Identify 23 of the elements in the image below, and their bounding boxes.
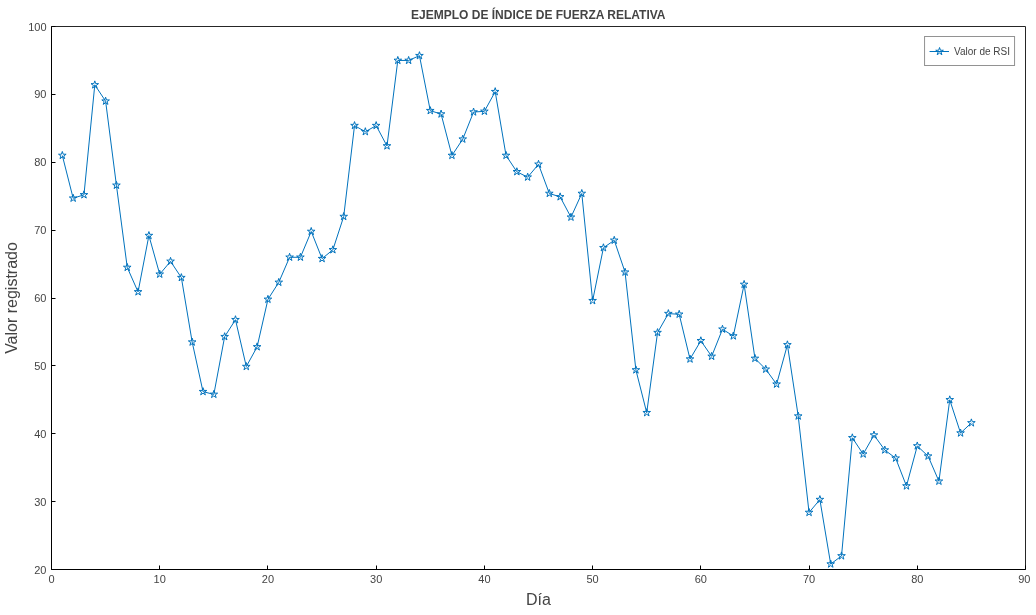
y-tick-label: 100 — [28, 20, 47, 33]
x-tick-label: 90 — [1018, 572, 1031, 585]
y-tick-label: 50 — [34, 359, 47, 372]
y-tick-label: 40 — [34, 427, 47, 440]
y-tick-label: 80 — [34, 156, 47, 169]
x-tick-label: 60 — [694, 572, 707, 585]
y-tick-label: 60 — [34, 292, 47, 304]
x-tick-label: 80 — [911, 572, 924, 585]
x-axis-title: Día — [526, 590, 552, 608]
y-axis-title: Valor registrado — [3, 242, 21, 354]
y-tick-label: 30 — [34, 495, 47, 508]
x-tick-label: 50 — [586, 572, 599, 585]
x-tick-label: 10 — [153, 572, 166, 585]
x-tick-label: 0 — [48, 572, 55, 585]
x-tick-label: 70 — [802, 572, 816, 585]
y-tick-label: 70 — [34, 224, 47, 237]
y-tick-label: 20 — [34, 563, 47, 576]
x-tick-label: 30 — [370, 572, 383, 585]
y-tick-label: 90 — [34, 88, 47, 101]
chart-title: EJEMPLO DE ÍNDICE DE FUERZA RELATIVA — [411, 6, 666, 22]
legend-label: Valor de RSI — [954, 45, 1010, 57]
x-tick-label: 20 — [261, 572, 275, 585]
x-tick-label: 40 — [478, 572, 491, 585]
